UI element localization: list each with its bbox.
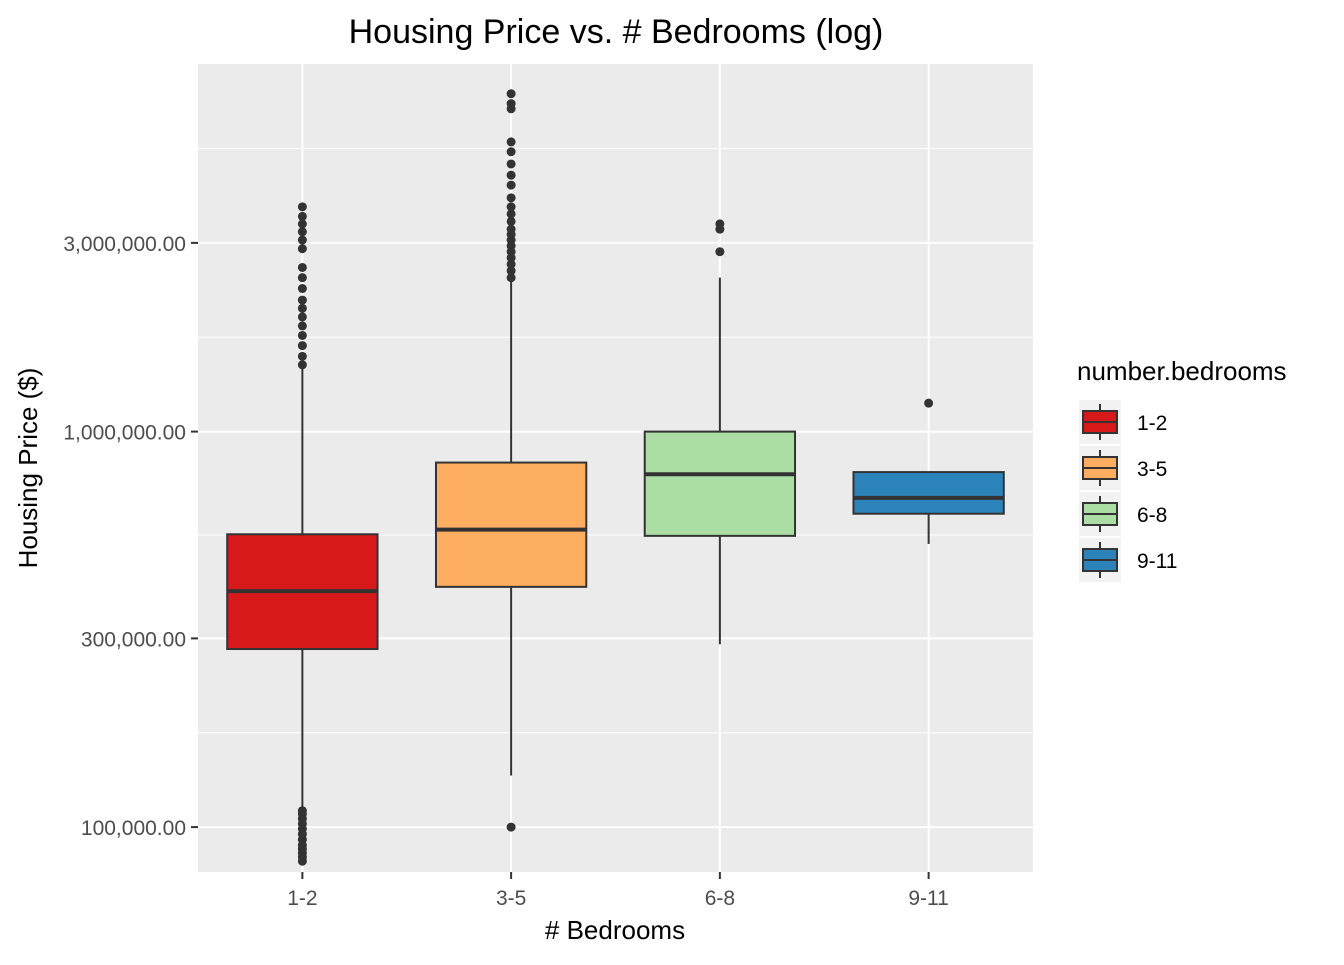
box-1-2 xyxy=(226,202,379,866)
outlier-point xyxy=(297,244,307,254)
outlier-point xyxy=(506,193,516,203)
box-layer xyxy=(226,89,1005,866)
outlier-point xyxy=(297,341,307,351)
outlier-point xyxy=(506,137,516,147)
y-axis-label: Housing Price ($) xyxy=(13,368,43,569)
outlier-point xyxy=(297,295,307,305)
outlier-point xyxy=(506,266,516,276)
legend-label: 6-8 xyxy=(1137,504,1167,527)
outlier-point xyxy=(506,99,516,109)
outlier-point xyxy=(297,330,307,340)
outlier-point xyxy=(297,360,307,370)
legend-item-3-5: 3-5 xyxy=(1079,446,1167,490)
box-body xyxy=(852,471,1005,515)
outlier-point xyxy=(506,170,516,180)
y-axis: 100,000.00 300,000.00 1,000,000.00 3,000,00… xyxy=(63,233,198,840)
legend-item-9-11: 9-11 xyxy=(1079,538,1177,582)
outlier-point xyxy=(924,398,934,408)
outlier-point xyxy=(297,262,307,272)
outlier-point xyxy=(297,351,307,361)
legend-label: 3-5 xyxy=(1137,458,1167,481)
outlier-point xyxy=(297,227,307,237)
outlier-point xyxy=(506,273,516,283)
x-tick-label: 9-11 xyxy=(908,887,948,910)
outlier-point xyxy=(506,259,516,269)
chart-title: Housing Price vs. # Bedrooms (log) xyxy=(349,13,884,51)
box-body xyxy=(643,430,797,537)
x-tick-label: 3-5 xyxy=(496,887,526,910)
legend: number.bedrooms 1-2 3-5 6-8 9-11 xyxy=(1077,356,1287,582)
legend-label: 1-2 xyxy=(1137,412,1167,435)
x-axis-label: # Bedrooms xyxy=(545,915,685,945)
legend-title: number.bedrooms xyxy=(1077,356,1287,386)
outlier-point xyxy=(506,180,516,190)
box-6-8 xyxy=(643,219,797,645)
outlier-point xyxy=(297,219,307,229)
legend-label: 9-11 xyxy=(1137,550,1177,573)
outlier-point xyxy=(715,219,725,229)
outlier-point xyxy=(297,235,307,245)
box-9-11 xyxy=(852,398,1005,544)
outlier-point xyxy=(297,211,307,221)
y-tick-label: 100,000.00 xyxy=(81,817,186,840)
outlier-point xyxy=(506,202,516,212)
outlier-point xyxy=(506,89,516,99)
panel-background xyxy=(198,64,1033,872)
y-tick-label: 1,000,000.00 xyxy=(63,422,186,445)
legend-item-6-8: 6-8 xyxy=(1079,492,1167,536)
outlier-point xyxy=(297,303,307,313)
x-axis: 1-2 3-5 6-8 9-11 xyxy=(287,872,949,910)
x-tick-label: 1-2 xyxy=(287,887,317,910)
outlier-point xyxy=(297,321,307,331)
outlier-point xyxy=(715,247,725,257)
outlier-point xyxy=(297,284,307,294)
outlier-point xyxy=(506,209,516,219)
outlier-point xyxy=(297,312,307,322)
x-tick-label: 6-8 xyxy=(705,887,735,910)
box-3-5 xyxy=(434,89,588,832)
outlier-point xyxy=(297,202,307,212)
outlier-point xyxy=(506,822,516,832)
outlier-point xyxy=(297,806,307,816)
outlier-point xyxy=(506,147,516,157)
outlier-point xyxy=(297,273,307,283)
outlier-point xyxy=(506,159,516,169)
y-tick-label: 300,000.00 xyxy=(81,628,186,651)
box-body xyxy=(434,461,588,588)
y-tick-label: 3,000,000.00 xyxy=(63,233,186,256)
outlier-point xyxy=(506,224,516,234)
outlier-point xyxy=(506,216,516,226)
legend-item-1-2: 1-2 xyxy=(1079,400,1167,444)
